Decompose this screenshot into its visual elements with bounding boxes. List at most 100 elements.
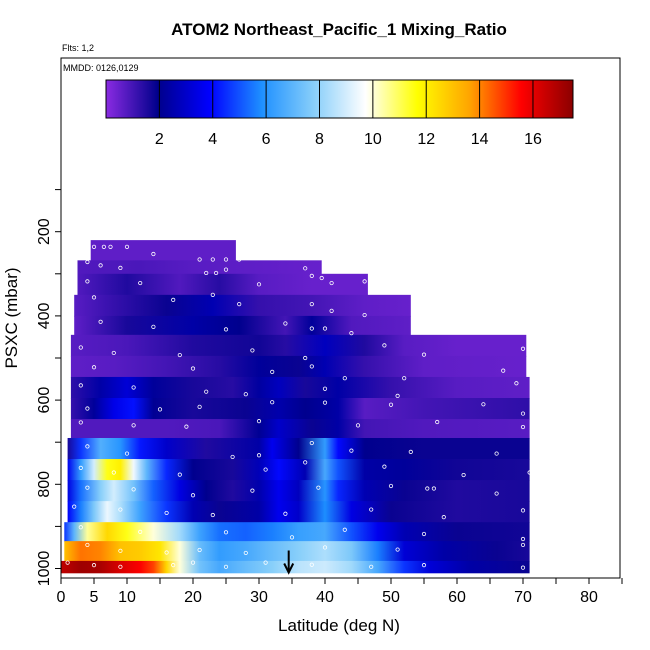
sample-point <box>319 275 324 281</box>
y-tick-label: 1000 <box>36 551 53 587</box>
sample-point <box>91 295 97 300</box>
heatmap-band <box>70 355 527 378</box>
sample-point <box>157 407 163 412</box>
sample-point <box>101 244 107 249</box>
sample-point <box>421 352 427 357</box>
sample-point <box>431 486 436 491</box>
heatmap <box>61 240 530 574</box>
sample-point <box>78 525 83 530</box>
heatmap-band <box>64 522 530 542</box>
sample-point <box>171 563 176 568</box>
sample-point <box>214 270 219 276</box>
heatmap-band <box>70 419 530 439</box>
sample-point <box>118 564 123 569</box>
y-tick-label: 600 <box>36 387 53 414</box>
sample-point <box>124 244 130 249</box>
sample-point <box>85 279 90 284</box>
sample-point <box>78 420 83 425</box>
sample-point <box>197 547 202 553</box>
sample-points <box>65 244 532 570</box>
sample-point <box>124 451 130 456</box>
sample-point <box>72 504 77 509</box>
sample-point <box>309 562 314 567</box>
colorbar-tick-label: 12 <box>417 131 435 148</box>
colorbar-tick-label: 2 <box>155 131 164 148</box>
sample-point <box>210 292 215 297</box>
sample-point <box>204 270 209 276</box>
sample-point <box>362 279 367 284</box>
x-tick-label: 20 <box>184 589 202 606</box>
sample-point <box>283 511 288 516</box>
heatmap-band <box>61 560 530 574</box>
sample-point <box>395 547 400 552</box>
colorbar-tick-label: 16 <box>524 131 542 148</box>
sample-point <box>520 508 526 513</box>
sample-point <box>494 451 499 456</box>
sample-point <box>177 472 182 477</box>
sample-point <box>171 297 176 303</box>
sample-point <box>131 487 136 492</box>
sample-point <box>388 402 394 407</box>
sample-point <box>494 491 499 496</box>
colorbar-ticks: 2 4 6 8 10 12 14 16 <box>155 80 542 148</box>
sample-point <box>425 486 430 491</box>
sample-point <box>223 257 229 262</box>
sample-point <box>369 564 374 569</box>
sample-point <box>210 257 215 262</box>
sample-point <box>527 470 532 475</box>
sample-point <box>85 542 90 548</box>
x-tick-label: 60 <box>448 589 466 606</box>
sample-point <box>230 454 235 460</box>
colorbar-tick-label: 4 <box>208 131 217 148</box>
sample-point <box>355 423 361 428</box>
heatmap-band <box>64 541 530 562</box>
sample-point <box>118 548 123 553</box>
sample-point <box>164 510 169 516</box>
sample-point <box>303 460 308 465</box>
x-tick-label: 80 <box>580 589 598 606</box>
sample-point <box>210 512 215 518</box>
heatmap-band <box>70 334 527 357</box>
latitude-marker <box>283 550 295 575</box>
x-tick-label: 50 <box>382 589 400 606</box>
sample-point <box>131 423 136 428</box>
heatmap-band <box>67 459 530 481</box>
y-tick-label: 800 <box>36 471 53 498</box>
sample-point <box>382 343 387 348</box>
sample-point <box>501 368 506 373</box>
sample-point <box>322 386 328 391</box>
sample-point <box>435 419 440 425</box>
sample-point <box>342 376 347 381</box>
sample-point <box>151 324 156 329</box>
sample-point <box>289 535 295 540</box>
sample-point <box>520 346 526 351</box>
dates-note: MMDD: 0126,0129 <box>63 63 139 73</box>
sample-point <box>263 467 268 472</box>
heatmap-band <box>74 315 411 336</box>
colorbar: 2 4 6 8 10 12 14 16 <box>105 79 574 148</box>
x-tick-label: 5 <box>90 589 99 606</box>
flights-note: Flts: 1,2 <box>62 43 94 53</box>
sample-point <box>111 350 116 356</box>
sample-point <box>204 389 209 394</box>
sample-point <box>520 542 526 548</box>
y-axis: 200 400 600 800 1000 <box>36 189 61 587</box>
sample-point <box>329 308 334 313</box>
sample-point <box>270 400 275 405</box>
sample-point <box>118 265 123 271</box>
sample-point <box>65 560 70 565</box>
sample-point <box>108 244 113 249</box>
sample-point <box>85 444 90 449</box>
sample-point <box>303 355 308 361</box>
sample-point <box>190 366 196 371</box>
sample-point <box>85 259 90 265</box>
sample-point <box>197 257 202 262</box>
sample-point <box>520 536 526 542</box>
sample-point <box>309 440 314 446</box>
sample-point <box>309 326 314 331</box>
sample-point <box>131 385 136 390</box>
marker-arrow-head <box>283 563 295 575</box>
sample-point <box>243 392 248 397</box>
x-tick-label: 40 <box>316 589 334 606</box>
